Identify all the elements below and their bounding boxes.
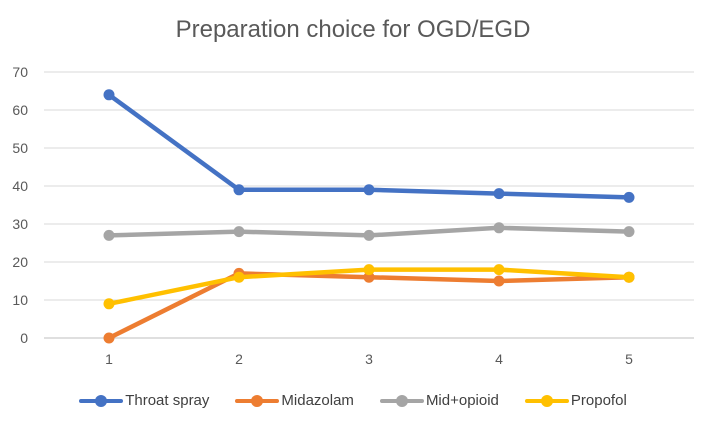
- data-point-mid-opioid: [623, 226, 635, 238]
- data-point-propofol: [233, 271, 245, 283]
- x-tick-label: 2: [235, 351, 243, 367]
- y-tick-label: 30: [12, 216, 28, 232]
- legend-label: Propofol: [570, 392, 627, 409]
- legend-swatch: [235, 394, 280, 407]
- legend-label: Midazolam: [281, 392, 354, 409]
- data-point-mid-opioid: [493, 222, 505, 234]
- chart-title: Preparation choice for OGD/EGD: [175, 16, 531, 43]
- legend-swatch-marker: [95, 394, 108, 407]
- legend-label: Mid+opioid: [425, 392, 499, 409]
- series-line-midazolam: [106, 271, 632, 341]
- legend-label: Throat spray: [125, 392, 210, 409]
- data-point-throat-spray: [363, 184, 375, 196]
- x-tick-label: 4: [495, 351, 503, 367]
- data-point-mid-opioid: [233, 226, 245, 238]
- data-point-throat-spray: [233, 184, 245, 196]
- y-tick-label: 60: [12, 102, 28, 118]
- y-tick-label: 0: [20, 330, 28, 346]
- data-point-throat-spray: [623, 191, 635, 203]
- legend-swatch: [379, 394, 424, 407]
- y-tick-label: 10: [12, 292, 28, 308]
- legend-swatch: [524, 394, 569, 407]
- y-tick-label: 20: [12, 254, 28, 270]
- legend-swatch-marker: [395, 394, 408, 407]
- y-tick-label: 50: [12, 140, 28, 156]
- legend-item-mid-opioid: Mid+opioid: [379, 392, 499, 409]
- legend-item-throat-spray: Throat spray: [79, 392, 209, 409]
- data-point-midazolam: [493, 275, 505, 287]
- y-tick-label: 70: [12, 64, 28, 80]
- x-tick-label: 3: [365, 351, 373, 367]
- data-point-propofol: [623, 271, 635, 283]
- data-point-mid-opioid: [103, 229, 115, 241]
- legend: Throat spray Midazolam Mid+opioid Propofol: [0, 392, 706, 409]
- x-tick-label: 1: [105, 351, 113, 367]
- legend-item-midazolam: Midazolam: [235, 392, 354, 409]
- data-point-propofol: [363, 264, 375, 276]
- legend-swatch-marker: [540, 394, 553, 407]
- data-point-throat-spray: [103, 89, 115, 101]
- data-point-midazolam: [363, 271, 375, 283]
- data-point-propofol: [103, 298, 115, 310]
- legend-swatch-marker: [251, 394, 264, 407]
- data-point-midazolam: [103, 332, 115, 344]
- data-point-mid-opioid: [363, 229, 375, 241]
- legend-item-propofol: Propofol: [524, 392, 627, 409]
- x-tick-label: 5: [625, 351, 633, 367]
- data-point-throat-spray: [493, 188, 505, 200]
- data-point-propofol: [493, 264, 505, 276]
- y-tick-label: 40: [12, 178, 28, 194]
- legend-swatch: [79, 394, 124, 407]
